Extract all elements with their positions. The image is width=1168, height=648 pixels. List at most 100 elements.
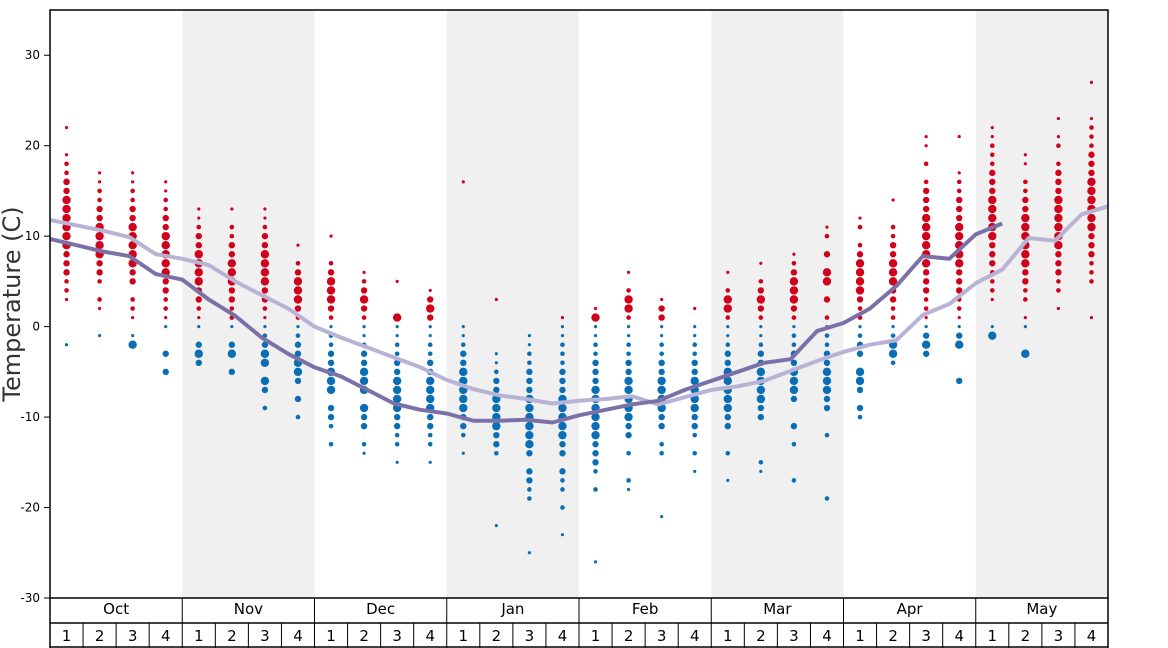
temperature-dot xyxy=(823,296,831,303)
week-label: 4 xyxy=(1087,627,1097,645)
temperature-dot xyxy=(692,432,698,438)
temperature-dot xyxy=(129,269,136,276)
temperature-dot xyxy=(427,413,434,421)
temperature-dot xyxy=(526,377,533,385)
temperature-dot xyxy=(990,135,994,139)
temperature-dot xyxy=(163,306,169,311)
temperature-dot xyxy=(890,306,896,311)
temperature-dot xyxy=(989,279,995,284)
temperature-dot xyxy=(792,252,796,256)
temperature-dot xyxy=(64,343,69,347)
temperature-dot xyxy=(723,394,732,404)
week-label: 3 xyxy=(128,627,138,645)
temperature-dot xyxy=(626,351,631,357)
temperature-dot xyxy=(162,223,169,231)
temperature-dot xyxy=(856,404,864,412)
temperature-dot xyxy=(194,268,203,277)
temperature-dot xyxy=(459,367,468,377)
temperature-dot xyxy=(295,414,301,420)
temperature-dot xyxy=(889,251,897,258)
temperature-dot xyxy=(326,286,336,295)
temperature-dot xyxy=(1021,213,1030,223)
temperature-dot xyxy=(163,197,169,203)
temperature-dot xyxy=(757,305,765,312)
temperature-dot xyxy=(162,368,169,376)
temperature-dot xyxy=(855,376,865,386)
temperature-dot xyxy=(461,325,465,329)
temperature-dot xyxy=(130,306,135,311)
temperature-dot xyxy=(97,306,102,311)
temperature-dot xyxy=(1055,269,1062,276)
temperature-dot xyxy=(1089,134,1094,139)
temperature-dot xyxy=(527,351,532,357)
temperature-dot xyxy=(660,325,664,329)
temperature-dot xyxy=(692,342,698,348)
temperature-dot xyxy=(693,325,697,329)
temperature-dot xyxy=(428,334,432,338)
temperature-dot xyxy=(888,268,898,277)
temperature-dot xyxy=(988,213,997,223)
temperature-dot xyxy=(988,231,997,241)
temperature-dot xyxy=(592,450,599,457)
temperature-dot xyxy=(921,213,931,223)
temperature-dot xyxy=(294,305,302,312)
temperature-dot xyxy=(989,169,996,177)
temperature-dot xyxy=(494,361,498,365)
temperature-dot xyxy=(262,306,268,311)
temperature-dot xyxy=(592,368,599,376)
temperature-dot xyxy=(97,334,102,338)
temperature-dot xyxy=(494,524,498,528)
temperature-dot xyxy=(922,196,930,204)
temperature-dot xyxy=(790,305,798,312)
temperature-dot xyxy=(922,332,930,339)
month-band xyxy=(975,10,1108,598)
temperature-dot xyxy=(625,431,632,439)
temperature-dot xyxy=(789,385,799,395)
temperature-dot xyxy=(361,441,367,447)
temperature-dot xyxy=(260,358,270,367)
temperature-dot xyxy=(459,403,468,413)
temperature-dot xyxy=(394,342,400,348)
temperature-dot xyxy=(427,441,433,447)
week-label: 2 xyxy=(756,627,766,645)
month-band xyxy=(446,10,579,598)
temperature-dot xyxy=(658,368,665,376)
temperature-dot xyxy=(888,349,898,358)
temperature-dot xyxy=(1088,151,1095,158)
temperature-dot xyxy=(96,269,103,276)
temperature-dot xyxy=(197,315,201,320)
temperature-dot xyxy=(294,350,302,357)
temperature-dot xyxy=(988,195,997,205)
temperature-dot xyxy=(460,350,467,357)
temperature-dot xyxy=(526,477,533,484)
temperature-dot xyxy=(164,325,168,329)
temperature-dot xyxy=(888,277,898,286)
temperature-dot xyxy=(526,386,533,394)
week-label: 4 xyxy=(822,627,832,645)
temperature-dot xyxy=(96,214,103,222)
temperature-dot xyxy=(263,315,267,320)
temperature-dot xyxy=(890,224,896,230)
temperature-dot xyxy=(956,188,962,194)
temperature-dot xyxy=(922,205,930,213)
temperature-dot xyxy=(395,279,399,283)
temperature-dot xyxy=(229,306,235,311)
temperature-dot xyxy=(591,412,600,422)
temperature-dot xyxy=(791,333,797,338)
temperature-dot xyxy=(956,377,963,385)
temperature-dot xyxy=(923,297,929,302)
temperature-dot xyxy=(857,306,863,311)
temperature-dot xyxy=(1054,222,1063,232)
week-label: 4 xyxy=(954,627,964,645)
temperature-dot xyxy=(360,287,368,294)
temperature-dot xyxy=(493,441,500,448)
temperature-dot xyxy=(924,135,928,139)
temperature-dot xyxy=(658,305,665,312)
temperature-dot xyxy=(626,334,631,338)
temperature-dot xyxy=(428,288,432,293)
temperature-dot xyxy=(856,350,864,357)
week-label: 1 xyxy=(988,627,998,645)
temperature-dot xyxy=(395,325,399,329)
temperature-dot xyxy=(591,313,600,322)
temperature-dot xyxy=(855,259,865,268)
